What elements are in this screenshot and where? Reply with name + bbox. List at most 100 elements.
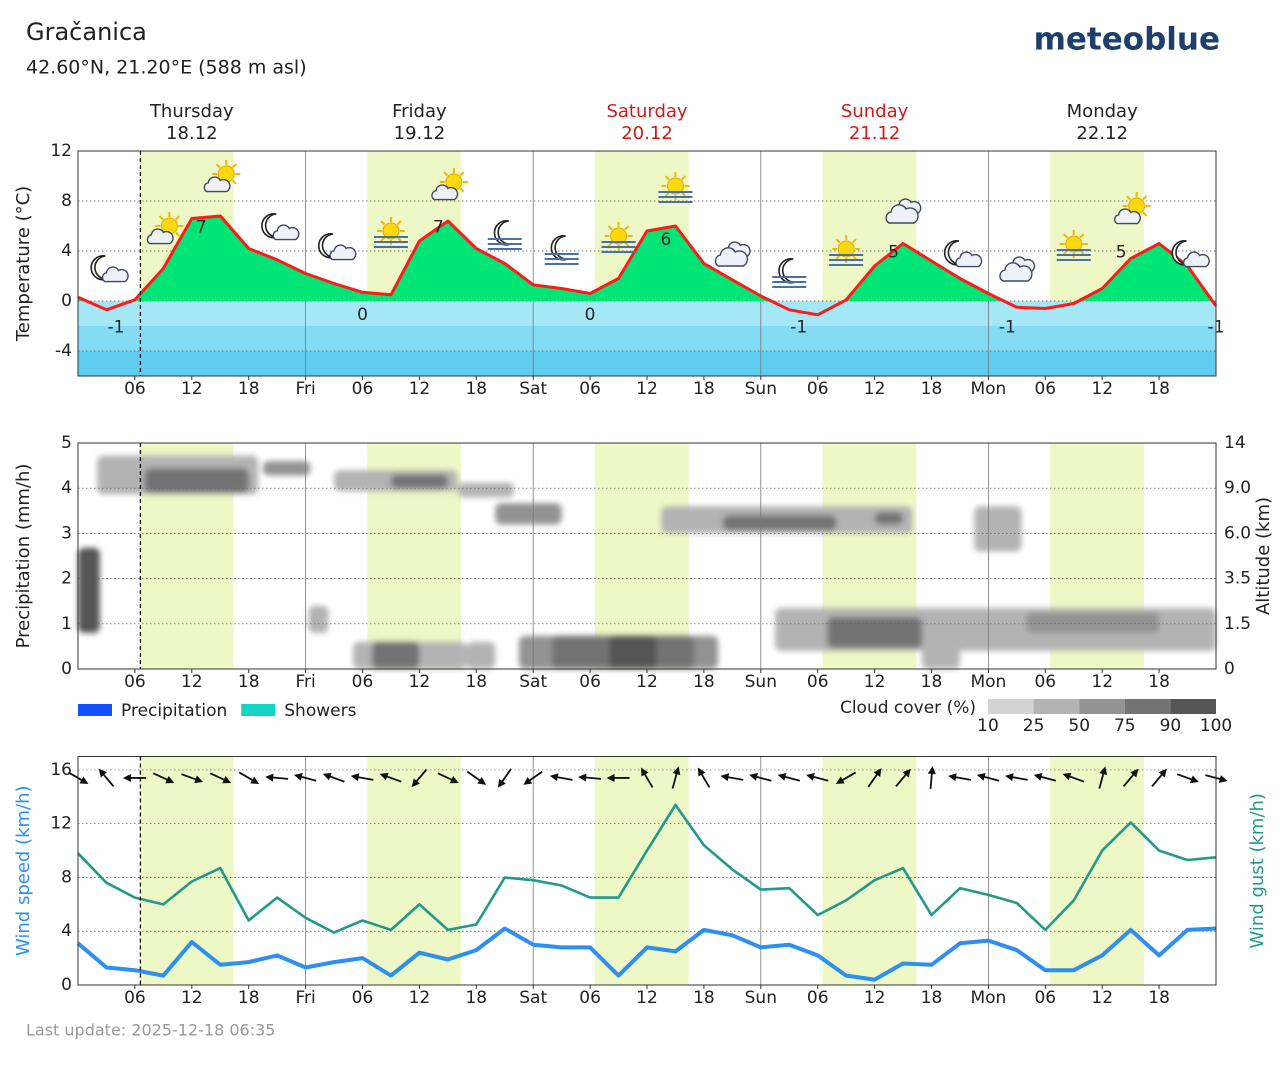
wind-arrow bbox=[720, 773, 744, 782]
arrow-head bbox=[927, 765, 936, 775]
cloud-cover-block bbox=[144, 468, 249, 493]
arrow-head bbox=[294, 773, 303, 781]
arrow-head bbox=[165, 776, 175, 784]
arrow-head bbox=[606, 773, 615, 782]
moon bbox=[778, 257, 796, 284]
cloud-cover-block bbox=[609, 635, 657, 669]
wind-arrow bbox=[927, 765, 936, 789]
arrow-head bbox=[697, 767, 706, 777]
plot-frame bbox=[77, 150, 1217, 377]
temperature-line bbox=[77, 214, 1218, 317]
y2-tick-label: 9.0 bbox=[1224, 478, 1251, 498]
sun-ray bbox=[231, 163, 237, 169]
x-tick-label: Sat bbox=[519, 672, 547, 692]
arrow-head bbox=[497, 778, 506, 788]
x-tick-label: 06 bbox=[352, 672, 374, 692]
weather-icon bbox=[1056, 230, 1091, 261]
day-date: 21.12 bbox=[849, 123, 901, 144]
arrow-head bbox=[265, 773, 274, 782]
x-tick-label: Fri bbox=[295, 379, 315, 399]
wind-arrow bbox=[1062, 772, 1085, 783]
y-tick-label: 1 bbox=[61, 614, 72, 634]
x-tick-label: 18 bbox=[1148, 379, 1170, 399]
x-tick-label: 06 bbox=[124, 379, 146, 399]
location-title: Gračanica bbox=[26, 18, 147, 46]
cloud bbox=[101, 266, 129, 283]
temperature-extreme-label: 5 bbox=[1116, 243, 1127, 263]
wind-arrow bbox=[777, 773, 801, 782]
sun-ray bbox=[607, 225, 613, 231]
x-tick-label: 18 bbox=[238, 379, 260, 399]
cloud-cover-block bbox=[390, 474, 448, 489]
legend-swatch bbox=[241, 704, 276, 716]
sun-ray bbox=[835, 238, 841, 244]
temperature-extreme-label: -1 bbox=[790, 318, 807, 338]
wind-arrow bbox=[1176, 773, 1199, 784]
sun-ray bbox=[231, 179, 237, 185]
weather-icon bbox=[714, 241, 751, 267]
cloud bbox=[329, 244, 357, 261]
wind-arrow bbox=[294, 773, 317, 782]
x-tick-label: 06 bbox=[1034, 672, 1056, 692]
day-name: Thursday bbox=[149, 101, 234, 122]
weather-icon bbox=[318, 232, 357, 261]
plot-frame bbox=[77, 756, 1217, 986]
wind-arrow bbox=[835, 771, 857, 784]
x-tick-label: 12 bbox=[409, 672, 431, 692]
wind-arrow bbox=[497, 768, 512, 788]
sun-ray bbox=[175, 231, 180, 237]
wind-arrow bbox=[671, 766, 681, 789]
cloud-cover-layer bbox=[78, 455, 1216, 669]
cloud-cover-block bbox=[457, 482, 515, 498]
cloud-cover-block bbox=[495, 503, 562, 525]
cloud-cover-swatch bbox=[1124, 699, 1171, 714]
x-tick-label: Sun bbox=[745, 379, 777, 399]
sun-ray bbox=[459, 171, 465, 177]
arrow-head bbox=[477, 776, 487, 785]
arrow-head bbox=[549, 773, 559, 782]
x-tick-label: 12 bbox=[636, 988, 658, 1008]
wind-arrow bbox=[68, 771, 89, 784]
wind-arrow bbox=[1205, 774, 1228, 783]
cloud-cover-block bbox=[827, 617, 923, 648]
cloud-cover-block bbox=[371, 641, 420, 669]
x-tick-label: 18 bbox=[238, 988, 260, 1008]
x-tick-label: 06 bbox=[579, 988, 601, 1008]
day-name: Saturday bbox=[606, 101, 687, 122]
day-name: Monday bbox=[1067, 101, 1138, 122]
sun-ray bbox=[459, 187, 465, 193]
x-tick-label: 18 bbox=[465, 988, 487, 1008]
x-tick-label: Fri bbox=[295, 672, 315, 692]
x-tick-label: 06 bbox=[1034, 379, 1056, 399]
temperature-extreme-label: 5 bbox=[888, 243, 899, 263]
cloud-cover-tick: 100 bbox=[1200, 716, 1232, 736]
sun-ray bbox=[681, 175, 687, 181]
cloud-cover-tick: 90 bbox=[1160, 716, 1182, 736]
wind-arrow bbox=[122, 773, 146, 782]
arrow-head bbox=[350, 773, 360, 782]
y-tick-label: 4 bbox=[61, 921, 72, 941]
wind-arrow bbox=[379, 772, 402, 783]
x-tick-label: 12 bbox=[181, 988, 203, 1008]
daylight-band bbox=[594, 443, 689, 669]
x-tick-label: 12 bbox=[1091, 379, 1113, 399]
wind-arrow bbox=[265, 773, 289, 782]
wind-arrow bbox=[437, 772, 459, 784]
weather-icon bbox=[1114, 192, 1151, 225]
arrow-head bbox=[1005, 773, 1014, 782]
sun-ray bbox=[396, 220, 402, 226]
sun-ray bbox=[158, 215, 164, 221]
y-tick-label: 8 bbox=[61, 867, 72, 887]
weather-icon bbox=[1171, 239, 1210, 268]
cloud bbox=[955, 251, 983, 268]
weather-icon bbox=[772, 257, 807, 288]
weather-icon bbox=[544, 234, 579, 265]
sun bbox=[666, 177, 684, 195]
arrow-head bbox=[777, 773, 787, 781]
y2-tick-label: 6.0 bbox=[1224, 523, 1251, 543]
arrow-head bbox=[449, 776, 459, 784]
temperature-extreme-label: 7 bbox=[433, 218, 444, 238]
x-tick-label: 06 bbox=[807, 379, 829, 399]
cloud-cover-swatch bbox=[1170, 699, 1216, 714]
